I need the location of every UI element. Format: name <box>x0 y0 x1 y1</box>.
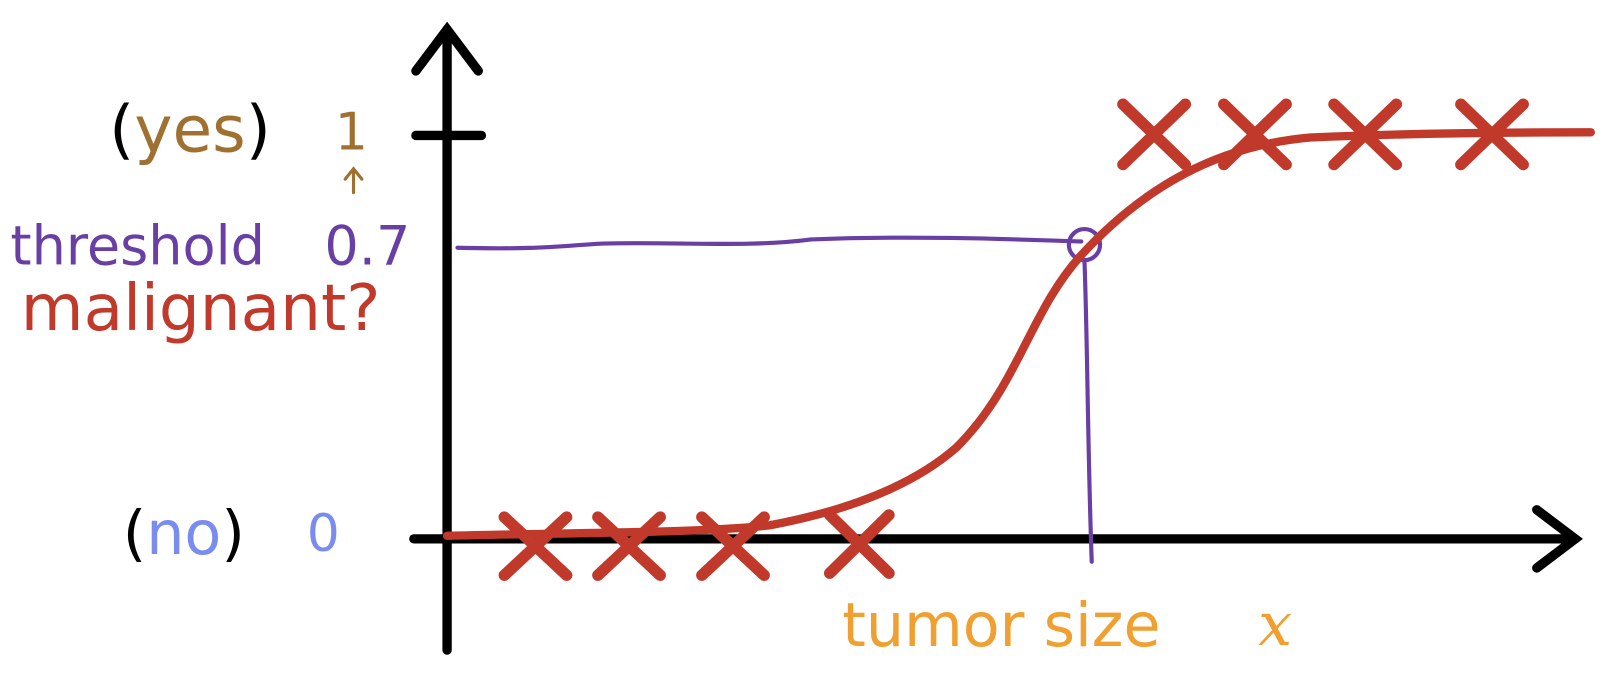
threshold-value: 0.7 <box>324 214 410 277</box>
sigmoid-curve <box>442 128 1595 540</box>
x-axis-label: tumor size <box>842 591 1160 661</box>
label-part: ( <box>109 92 134 167</box>
label-zero: 0 <box>307 504 340 564</box>
threshold-drop <box>1082 258 1094 564</box>
label-threshold: threshold <box>10 214 265 277</box>
x-axis-arrow <box>1532 505 1583 573</box>
up-arrow <box>343 166 364 195</box>
data-points <box>498 98 1529 581</box>
label-part: ( <box>123 498 147 568</box>
threshold-point <box>1066 226 1103 263</box>
label-one: 1 <box>335 102 368 162</box>
label-yes: (yes) <box>109 92 271 167</box>
threshold-line <box>455 235 1084 251</box>
label-part: yes <box>134 92 245 167</box>
label-part: ) <box>246 92 271 167</box>
y-axis-arrow <box>411 21 483 76</box>
label-part: ) <box>221 498 245 568</box>
x-symbol: x <box>1258 590 1292 660</box>
y-axis-label: malignant? <box>21 271 381 346</box>
label-part: no <box>146 498 221 568</box>
label-no: (no) <box>123 498 245 568</box>
